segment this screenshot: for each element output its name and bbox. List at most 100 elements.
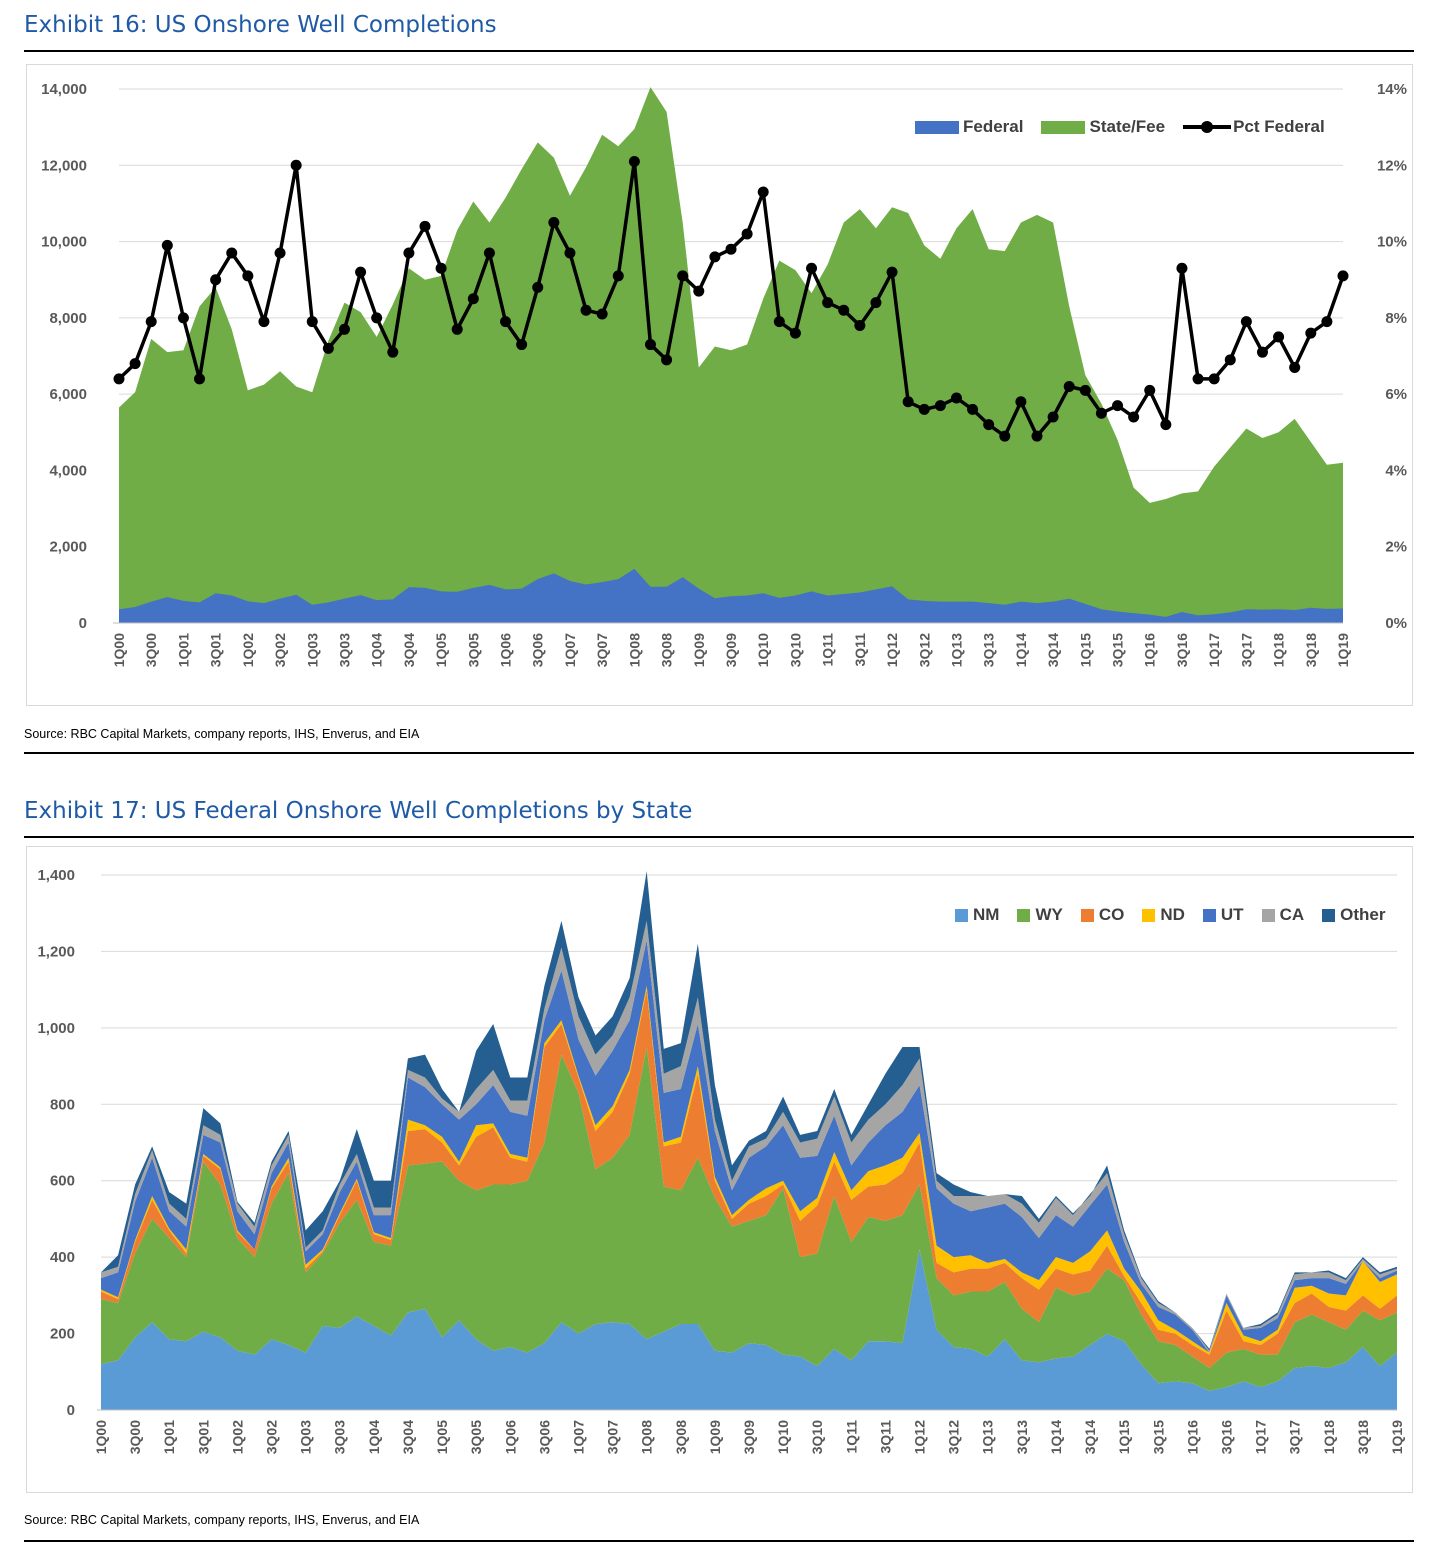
point-pct-federal <box>1289 361 1301 373</box>
exhibit17-bottom-rule <box>24 1540 1414 1542</box>
x-tick-label: 1Q17 <box>1206 633 1222 667</box>
legend-swatch-other <box>1322 908 1336 922</box>
point-pct-federal <box>902 396 914 408</box>
point-pct-federal <box>661 354 673 366</box>
x-tick-label: 1Q01 <box>161 1420 177 1454</box>
point-pct-federal <box>258 316 270 328</box>
point-pct-federal <box>789 327 801 339</box>
point-pct-federal <box>113 373 125 385</box>
x-tick-label: 1Q12 <box>884 633 900 667</box>
point-pct-federal <box>129 358 141 370</box>
x-tick-label: 3Q16 <box>1218 1420 1234 1454</box>
point-pct-federal <box>161 239 173 251</box>
point-pct-federal <box>532 281 544 293</box>
x-tick-label: 3Q10 <box>809 1420 825 1454</box>
legend-label-nd: ND <box>1160 905 1185 924</box>
x-tick-label: 3Q02 <box>264 1420 280 1454</box>
legend-item-other: Other <box>1322 905 1385 925</box>
x-tick-label: 1Q05 <box>433 633 449 667</box>
point-pct-federal <box>1192 373 1204 385</box>
x-tick-label: 3Q17 <box>1287 1420 1303 1454</box>
point-pct-federal <box>741 228 753 240</box>
area-nm <box>101 1249 1397 1410</box>
y-tick-label-3: 600 <box>50 1173 75 1190</box>
y2-tick-label-0: 0% <box>1385 615 1407 632</box>
point-pct-federal <box>419 220 431 232</box>
point-pct-federal <box>483 247 495 259</box>
x-tick-label: 3Q12 <box>916 633 932 667</box>
point-pct-federal <box>628 155 640 167</box>
x-tick-label: 3Q08 <box>659 633 675 667</box>
exhibit16-source: Source: RBC Capital Markets, company rep… <box>24 727 420 741</box>
legend-swatch-nm <box>955 908 968 922</box>
point-pct-federal <box>516 339 528 351</box>
x-tick-label: 1Q05 <box>434 1420 450 1454</box>
point-pct-federal <box>145 316 157 328</box>
point-pct-federal <box>177 312 189 324</box>
x-tick-label: 3Q09 <box>723 633 739 667</box>
point-pct-federal <box>451 323 463 335</box>
point-pct-federal <box>290 159 302 171</box>
x-tick-label: 1Q04 <box>369 633 385 667</box>
x-tick-label: 1Q16 <box>1142 633 1158 667</box>
x-tick-label: 1Q08 <box>626 633 642 667</box>
x-tick-label: 3Q00 <box>127 1420 143 1454</box>
point-pct-federal <box>194 373 206 385</box>
legend-item-federal: Federal <box>915 117 1023 137</box>
y-tick-label-5: 1,000 <box>37 1020 75 1037</box>
y2-tick-label-5: 10% <box>1377 234 1407 251</box>
y-tick-label-4: 800 <box>50 1096 75 1113</box>
exhibit16-bottom-rule <box>24 752 1414 754</box>
x-tick-label: 1Q14 <box>1048 1420 1064 1454</box>
y-tick-label-7: 14,000 <box>41 81 87 98</box>
area-federal <box>119 568 1343 623</box>
legend-label-co: CO <box>1098 905 1125 924</box>
legend-swatch-pct-federal <box>1183 119 1232 135</box>
point-pct-federal <box>838 304 850 316</box>
x-tick-label: 3Q16 <box>1174 633 1190 667</box>
point-pct-federal <box>1063 381 1075 393</box>
point-pct-federal <box>870 297 882 309</box>
legend-label-wy: WY <box>1035 905 1063 924</box>
point-pct-federal <box>886 266 898 278</box>
x-tick-label: 3Q17 <box>1238 633 1254 667</box>
point-pct-federal <box>1015 396 1027 408</box>
x-tick-label: 3Q06 <box>536 1420 552 1454</box>
point-pct-federal <box>1160 419 1172 431</box>
legend-item-state-fee: State/Fee <box>1041 117 1165 137</box>
area-wy <box>101 1046 1397 1391</box>
point-pct-federal <box>1321 316 1333 328</box>
point-pct-federal <box>1224 354 1236 366</box>
x-tick-label: 1Q09 <box>707 1420 723 1454</box>
x-tick-label: 1Q19 <box>1389 1420 1405 1454</box>
point-pct-federal <box>806 262 818 274</box>
legend-swatch-state-fee <box>1041 120 1086 134</box>
exhibit16-chart: 0 2,000 4,000 6,000 8,000 10,000 12,000 14,000 0… <box>26 64 1413 706</box>
x-tick-label: 1Q01 <box>175 633 191 667</box>
x-tick-label: 3Q05 <box>468 1420 484 1454</box>
y-tick-label-1: 200 <box>50 1326 75 1343</box>
exhibit16-legend: Federal State/Fee Pct Federal <box>897 117 1325 137</box>
point-pct-federal <box>1208 373 1220 385</box>
x-tick-label: 1Q10 <box>755 633 771 667</box>
point-pct-federal <box>644 339 656 351</box>
legend-item-nd: ND <box>1142 905 1185 925</box>
point-pct-federal <box>210 274 222 286</box>
legend-item-wy: WY <box>1017 905 1063 925</box>
x-tick-label: 1Q06 <box>498 633 514 667</box>
x-tick-label: 1Q13 <box>948 633 964 667</box>
point-pct-federal <box>1305 327 1317 339</box>
x-tick-label: 3Q04 <box>401 633 417 667</box>
point-pct-federal <box>709 251 721 263</box>
x-tick-label: 3Q08 <box>673 1420 689 1454</box>
point-pct-federal <box>1079 384 1091 396</box>
y2-tick-label-1: 2% <box>1385 539 1407 556</box>
point-pct-federal <box>854 319 866 331</box>
point-pct-federal <box>934 400 946 412</box>
x-tick-label: 3Q13 <box>981 633 997 667</box>
y-tick-label-6: 12,000 <box>41 157 87 174</box>
exhibit17-source: Source: RBC Capital Markets, company rep… <box>24 1513 420 1527</box>
x-tick-label: 1Q00 <box>111 633 127 667</box>
point-pct-federal <box>1176 262 1188 274</box>
x-tick-label: 1Q12 <box>912 1420 928 1454</box>
